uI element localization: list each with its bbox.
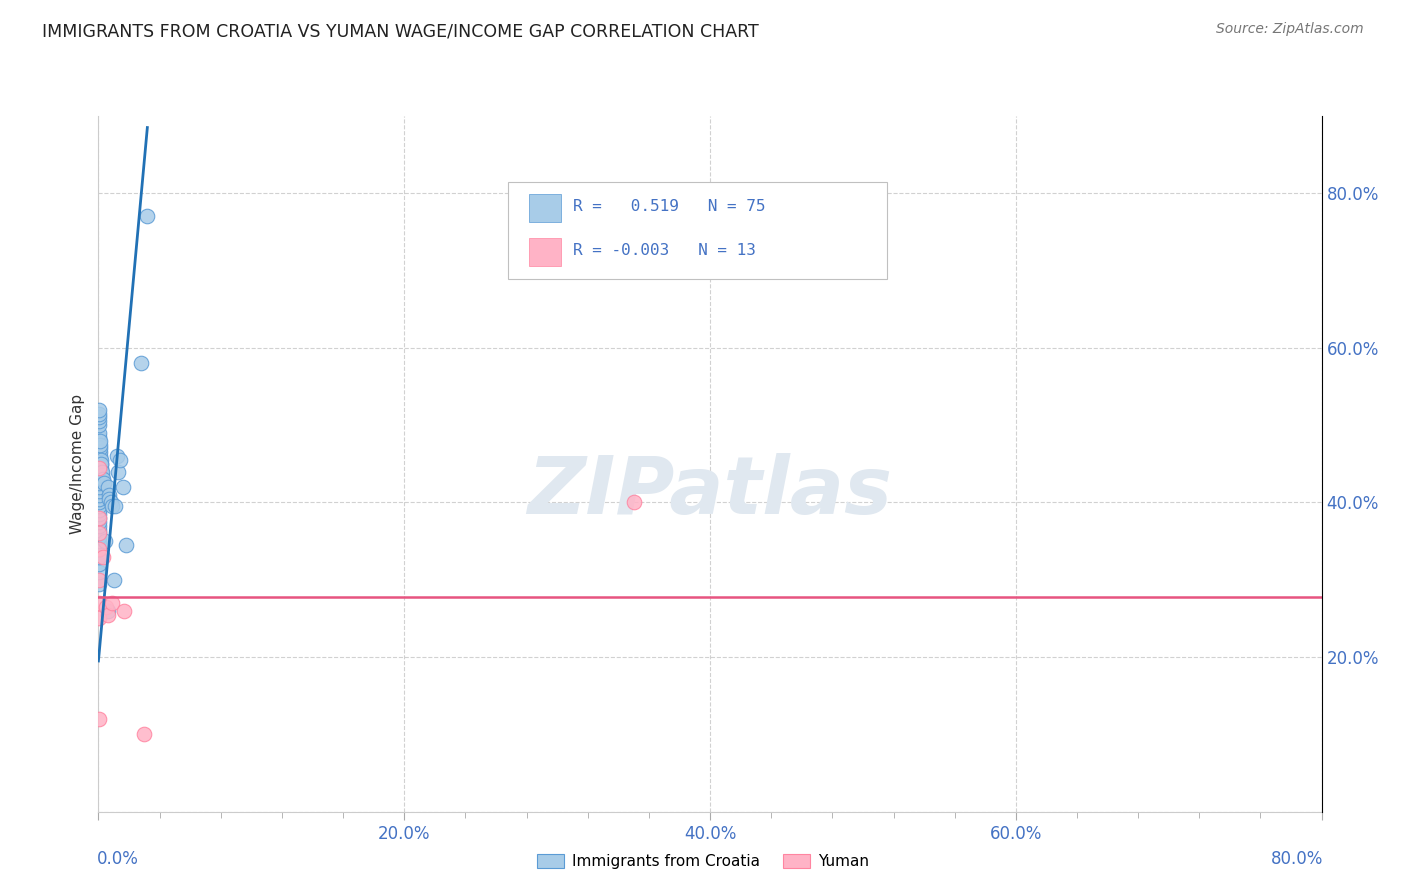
Point xyxy=(97,607,120,622)
Point xyxy=(89,410,111,425)
Point xyxy=(90,457,112,471)
Point xyxy=(100,495,122,509)
Point xyxy=(93,534,115,549)
Point xyxy=(89,425,111,440)
Legend: Immigrants from Croatia, Yuman: Immigrants from Croatia, Yuman xyxy=(531,848,875,875)
Point xyxy=(91,472,114,486)
Point xyxy=(89,442,111,456)
Point xyxy=(89,434,111,448)
Point xyxy=(89,418,111,433)
Text: 80.0%: 80.0% xyxy=(1271,850,1323,868)
Point xyxy=(91,465,114,479)
FancyBboxPatch shape xyxy=(508,182,887,279)
Point xyxy=(101,500,124,514)
Point xyxy=(89,549,111,564)
Point xyxy=(104,500,127,514)
Point xyxy=(89,611,111,625)
Point xyxy=(89,541,111,556)
Point xyxy=(89,483,111,498)
Point xyxy=(623,495,645,509)
Point xyxy=(101,596,124,610)
Point xyxy=(89,402,111,417)
Point xyxy=(93,476,115,491)
Point xyxy=(89,437,111,451)
Point xyxy=(89,445,111,459)
Point xyxy=(89,526,111,541)
Text: ZIPatlas: ZIPatlas xyxy=(527,452,893,531)
Point xyxy=(89,437,111,451)
Point xyxy=(136,210,159,224)
Point xyxy=(91,468,114,483)
Point xyxy=(115,538,138,552)
Point xyxy=(89,507,111,521)
Point xyxy=(89,518,111,533)
Point xyxy=(90,453,112,467)
Point xyxy=(89,500,111,514)
Text: 0.0%: 0.0% xyxy=(97,850,139,868)
Point xyxy=(89,530,111,544)
Point xyxy=(89,460,111,475)
Point xyxy=(89,480,111,494)
Point xyxy=(89,565,111,579)
Point xyxy=(89,491,111,506)
Point xyxy=(89,453,111,467)
Point xyxy=(89,558,111,572)
FancyBboxPatch shape xyxy=(529,237,561,266)
Point xyxy=(89,472,111,486)
Point xyxy=(89,465,111,479)
Point xyxy=(89,534,111,549)
Point xyxy=(89,488,111,502)
FancyBboxPatch shape xyxy=(529,194,561,222)
Point xyxy=(90,465,112,479)
Point xyxy=(90,457,112,471)
Point xyxy=(107,465,129,479)
Point xyxy=(97,604,120,618)
Point xyxy=(129,356,152,370)
Point xyxy=(89,515,111,529)
Point xyxy=(103,573,125,587)
Point xyxy=(89,712,111,726)
Point xyxy=(89,434,111,448)
Point xyxy=(97,480,120,494)
Point xyxy=(90,460,112,475)
Point xyxy=(89,596,111,610)
Point xyxy=(89,449,111,463)
Point xyxy=(89,511,111,525)
Point xyxy=(98,491,121,506)
Point xyxy=(89,503,111,517)
Point xyxy=(105,449,128,463)
Text: IMMIGRANTS FROM CROATIA VS YUMAN WAGE/INCOME GAP CORRELATION CHART: IMMIGRANTS FROM CROATIA VS YUMAN WAGE/IN… xyxy=(42,22,759,40)
Text: R = -0.003   N = 13: R = -0.003 N = 13 xyxy=(574,243,756,258)
Point xyxy=(89,453,111,467)
Y-axis label: Wage/Income Gap: Wage/Income Gap xyxy=(70,393,86,534)
Point xyxy=(91,549,114,564)
Point xyxy=(89,511,111,525)
Point xyxy=(89,541,111,556)
Point xyxy=(89,457,111,471)
Point xyxy=(94,599,117,614)
Point xyxy=(111,480,134,494)
Point xyxy=(89,465,111,479)
Point xyxy=(89,445,111,459)
Point xyxy=(89,523,111,537)
Text: Source: ZipAtlas.com: Source: ZipAtlas.com xyxy=(1216,22,1364,37)
Point xyxy=(89,407,111,421)
Point xyxy=(89,468,111,483)
Point xyxy=(98,488,121,502)
Point xyxy=(108,453,131,467)
Point xyxy=(89,526,111,541)
Point xyxy=(89,430,111,444)
Point xyxy=(89,576,111,591)
Point xyxy=(134,727,156,741)
Text: R =   0.519   N = 75: R = 0.519 N = 75 xyxy=(574,199,765,214)
Point xyxy=(89,442,111,456)
Point xyxy=(89,414,111,428)
Point xyxy=(89,460,111,475)
Point xyxy=(89,460,111,475)
Point xyxy=(89,573,111,587)
Point xyxy=(112,604,135,618)
Point xyxy=(89,495,111,509)
Point xyxy=(89,449,111,463)
Point xyxy=(89,476,111,491)
